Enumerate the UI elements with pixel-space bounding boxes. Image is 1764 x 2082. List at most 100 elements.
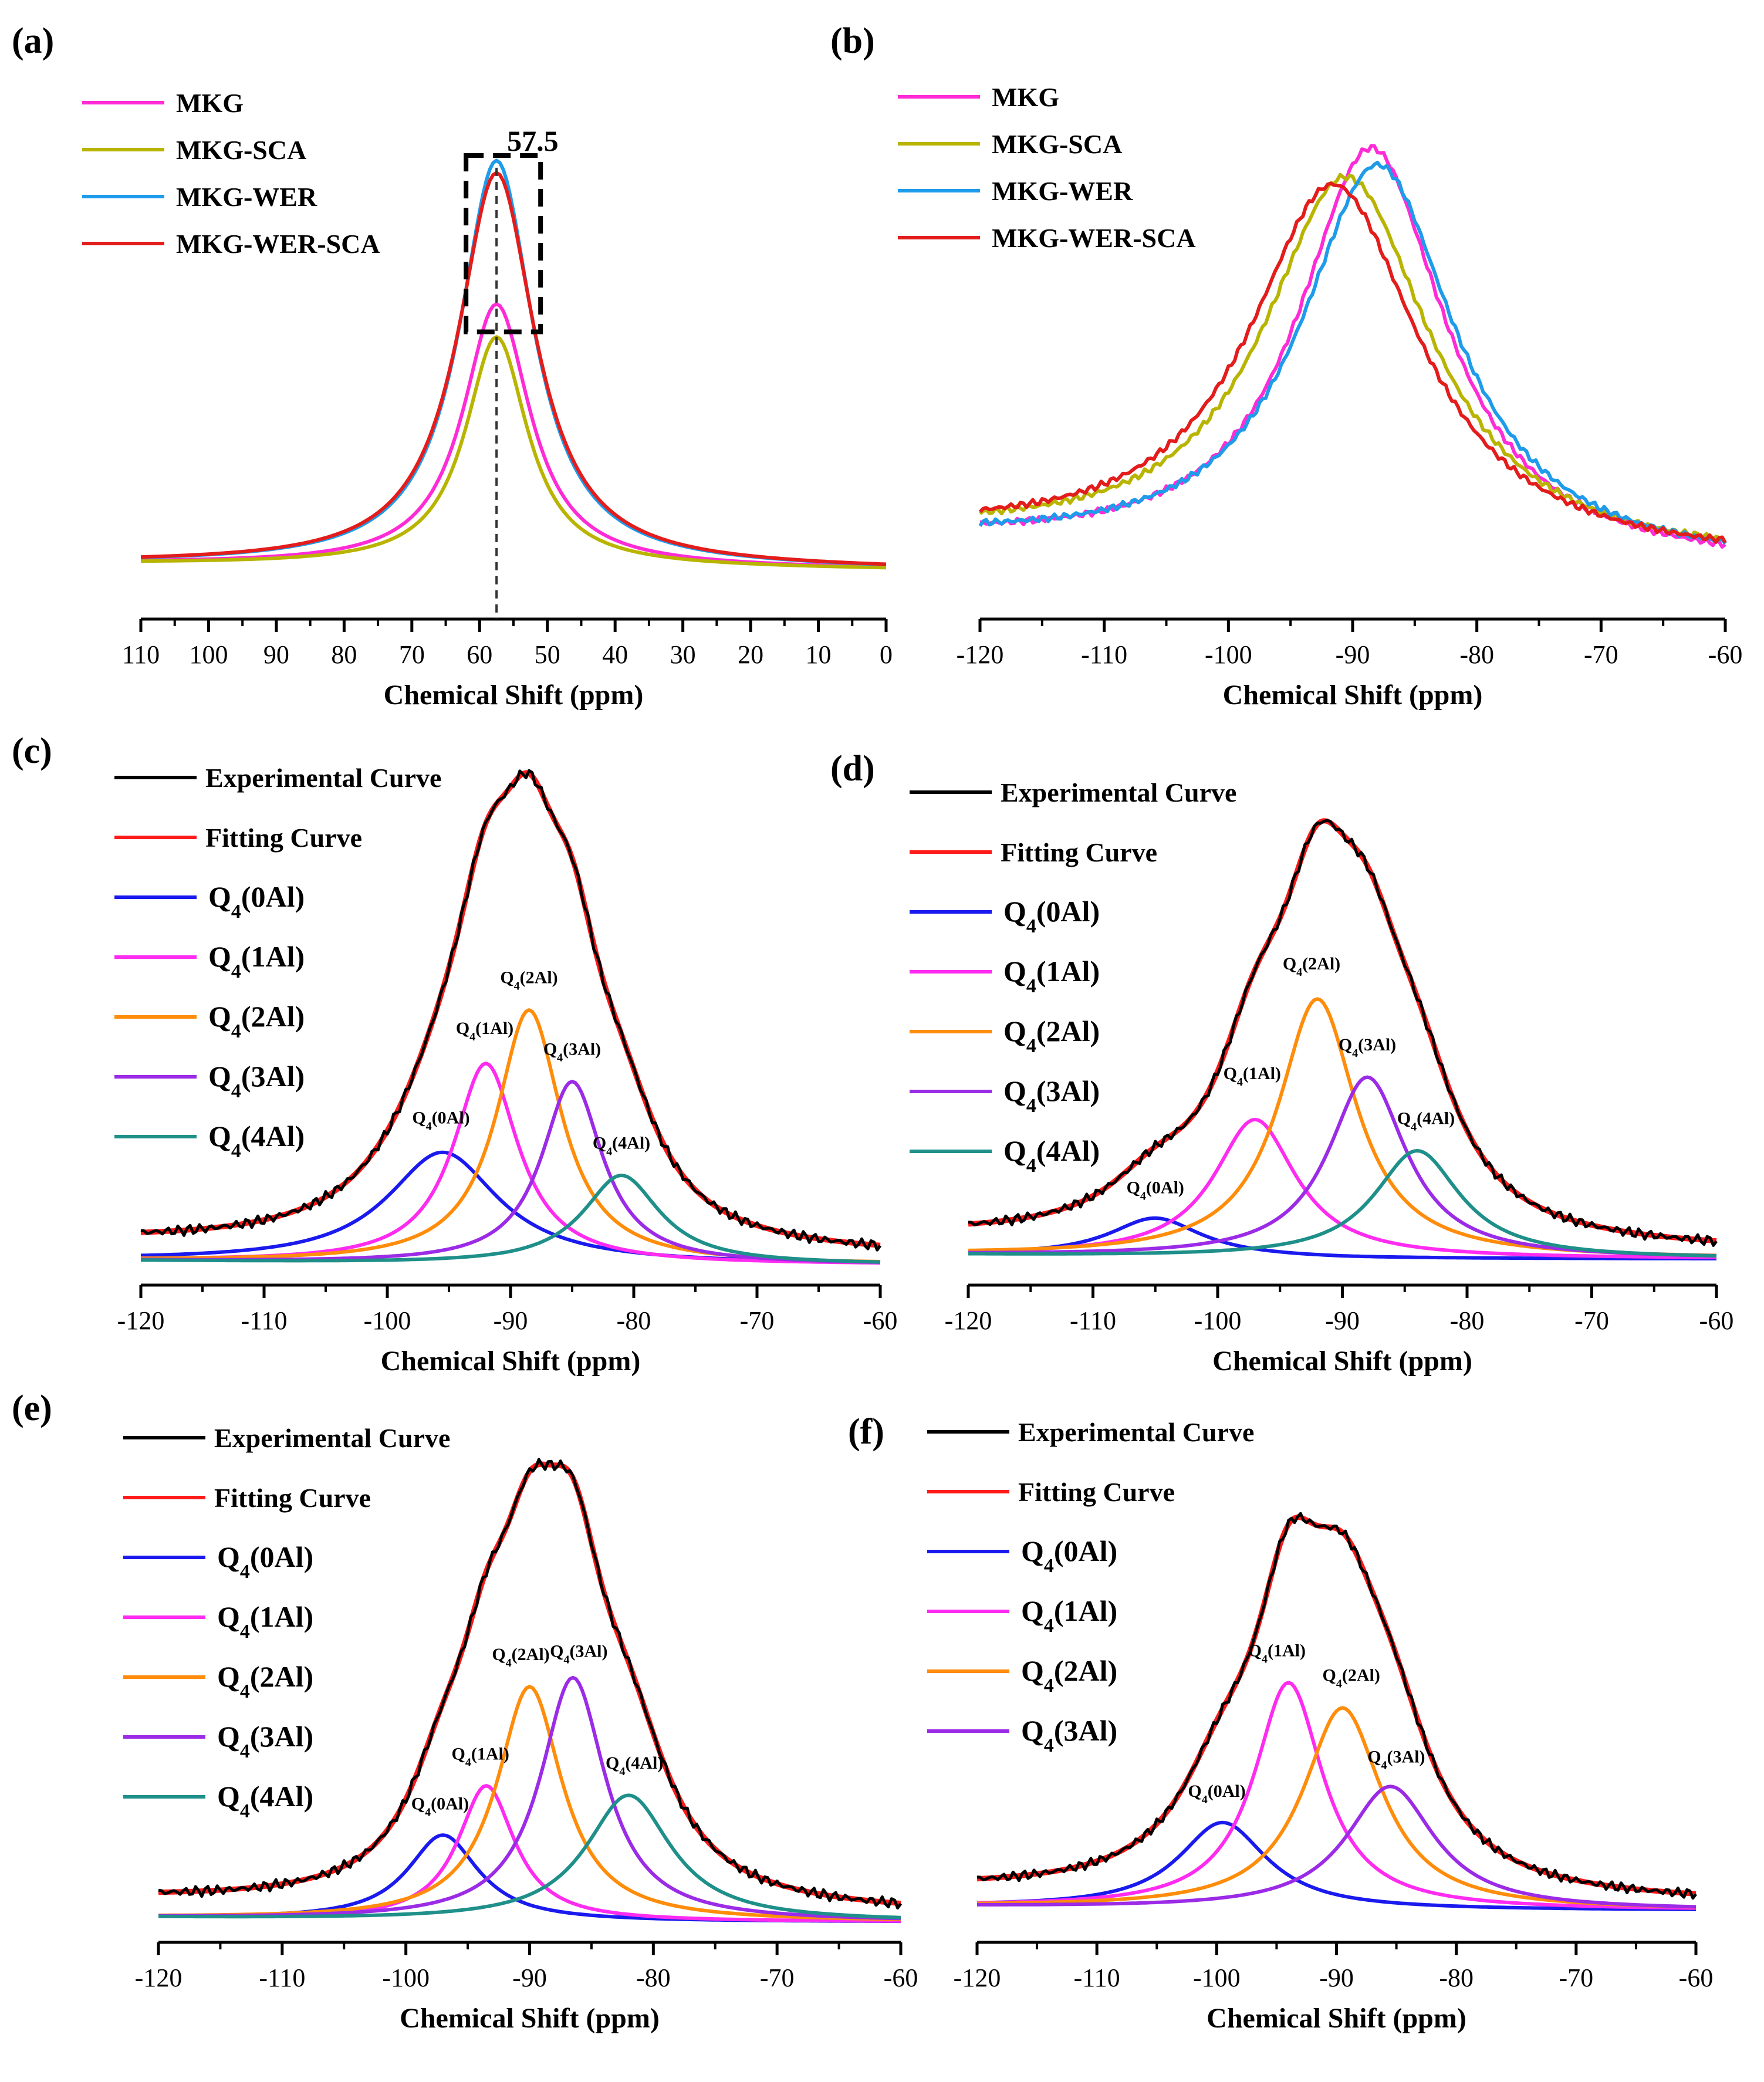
legend-label: Q4(2Al) (208, 1000, 305, 1042)
panel-label: (e) (12, 1388, 52, 1428)
x-tick-label: 0 (880, 640, 893, 669)
legend-label: MKG (176, 88, 244, 118)
experimental-curve (976, 1512, 1698, 1900)
peak-label: Q4(1Al) (452, 1745, 509, 1769)
legend-label: Q4(1Al) (208, 940, 305, 982)
peak-label: Q4(3Al) (1367, 1748, 1425, 1772)
peak-label: Q4(1Al) (456, 1019, 513, 1043)
x-tick-label: 20 (738, 640, 763, 669)
x-tick-label: -100 (1193, 1963, 1241, 1992)
x-axis-title: Chemical Shift (ppm) (1223, 680, 1483, 711)
legend-label: MKG-WER (992, 176, 1133, 206)
legend-label: Q4(3Al) (217, 1720, 313, 1762)
x-tick-label: 70 (399, 640, 425, 669)
peak-label: Q4(0Al) (411, 1794, 469, 1819)
panel-label: (f) (848, 1412, 884, 1452)
x-tick-label: -60 (1708, 640, 1743, 669)
component-Q4(0Al) (968, 1216, 1716, 1260)
series-MKG-WER (978, 160, 1727, 545)
legend-label: Q4(3Al) (208, 1060, 305, 1102)
legend-label: Experimental Curve (1018, 1417, 1254, 1447)
x-tick-label: -90 (494, 1306, 528, 1335)
x-tick-label: -110 (241, 1306, 287, 1335)
x-axis-title: Chemical Shift (ppm) (1207, 2003, 1466, 2034)
legend-label: Q4(0Al) (1021, 1535, 1117, 1577)
x-tick-label: -60 (863, 1306, 898, 1335)
series-MKG-WER-SCA (140, 171, 887, 566)
x-tick-label: 60 (467, 640, 492, 669)
peak-label: Q4(2Al) (500, 968, 557, 993)
panel-f: (f) -120 -110 -100 -90 -80 -70 -60 Chemical Shif… (848, 1412, 1713, 2034)
x-tick-label: -110 (1070, 1306, 1116, 1335)
x-tick-label: -70 (1559, 1963, 1594, 1992)
peak-label: Q4(2Al) (1323, 1666, 1380, 1691)
panel-c: (c) -120 -110 -100 -90 -80 -70 -60 Chemical Shif… (12, 731, 897, 1377)
legend-label: Q4(0Al) (208, 880, 305, 922)
legend-label: Q4(0Al) (1003, 895, 1100, 937)
panel-d: (d) -120 -110 -100 -90 -80 -70 -60 Chemical Shif… (830, 749, 1733, 1377)
series-MKG-SCA (979, 173, 1726, 542)
x-tick-label: -70 (740, 1306, 775, 1335)
legend-label: Q4(2Al) (217, 1660, 313, 1702)
component-Q4(4Al) (968, 1149, 1717, 1258)
panel-e: (e) -120 -110 -100 -90 -80 -70 -60 Chemical Shif… (12, 1388, 918, 2034)
x-tick-label: -90 (512, 1963, 547, 1992)
peak-label: Q4(0Al) (1127, 1178, 1184, 1203)
x-tick-label: -80 (636, 1963, 671, 1992)
legend-label: Q4(1Al) (217, 1600, 313, 1642)
legend-label: Q4(3Al) (1021, 1714, 1117, 1756)
x-tick-label: -100 (382, 1963, 430, 1992)
x-tick-label: -110 (1081, 640, 1127, 669)
x-axis-title: Chemical Shift (ppm) (1212, 1346, 1472, 1377)
legend-label: Q4(2Al) (1003, 1015, 1100, 1057)
legend-label: Experimental Curve (1001, 778, 1236, 807)
x-axis-title: Chemical Shift (ppm) (384, 680, 644, 711)
x-tick-label: -80 (1450, 1306, 1485, 1335)
component-Q4(1Al) (977, 1681, 1697, 1910)
x-tick-label: -100 (1194, 1306, 1242, 1335)
x-tick-label: -80 (617, 1306, 651, 1335)
x-tick-label: 90 (263, 640, 289, 669)
legend-label: MKG-WER-SCA (992, 223, 1196, 253)
legend-label: Q4(1Al) (1003, 955, 1100, 997)
x-tick-label: 80 (331, 640, 357, 669)
x-tick-label: -100 (1205, 640, 1252, 669)
legend-label: MKG-SCA (176, 135, 306, 165)
peak-label: Q4(1Al) (1224, 1064, 1281, 1089)
peak-label: Q4(0Al) (412, 1108, 469, 1133)
x-tick-label: -90 (1325, 1306, 1360, 1335)
x-tick-label: -70 (1574, 1306, 1609, 1335)
legend-label: Fitting Curve (1018, 1477, 1175, 1507)
legend-label: MKG-SCA (992, 129, 1122, 159)
legend-label: Q4(4Al) (208, 1120, 305, 1162)
x-tick-label: 110 (122, 640, 160, 669)
x-tick-label: 100 (189, 640, 228, 669)
panel-label: (b) (830, 21, 875, 61)
component-Q4(0Al) (140, 1150, 881, 1264)
x-tick-label: -70 (1584, 640, 1618, 669)
legend-label: Q4(2Al) (1021, 1654, 1117, 1696)
x-tick-label: -90 (1336, 640, 1370, 669)
component-Q4(1Al) (140, 1062, 880, 1265)
x-tick-label: -90 (1319, 1963, 1354, 1992)
x-tick-label: -100 (364, 1306, 411, 1335)
x-tick-label: 30 (670, 640, 696, 669)
component-Q4(4Al) (140, 1174, 881, 1264)
component-Q4(4Al) (158, 1793, 901, 1919)
highlight-box (464, 153, 543, 334)
panel-label: (d) (830, 749, 875, 789)
experimental-curve (158, 1458, 903, 1910)
legend-label: MKG-WER (176, 182, 317, 212)
x-tick-label: -110 (259, 1963, 305, 1992)
peak-label: Q4(3Al) (1339, 1035, 1396, 1060)
legend-label: Q4(4Al) (1003, 1134, 1100, 1177)
x-tick-label: 40 (602, 640, 628, 669)
x-tick-label: -110 (1074, 1963, 1120, 1992)
x-tick-label: -80 (1439, 1963, 1474, 1992)
legend-label: Q4(0Al) (217, 1540, 313, 1583)
x-tick-label: 10 (806, 640, 832, 669)
legend-label: Experimental Curve (205, 763, 441, 793)
peak-label: Q4(2Al) (492, 1645, 549, 1669)
